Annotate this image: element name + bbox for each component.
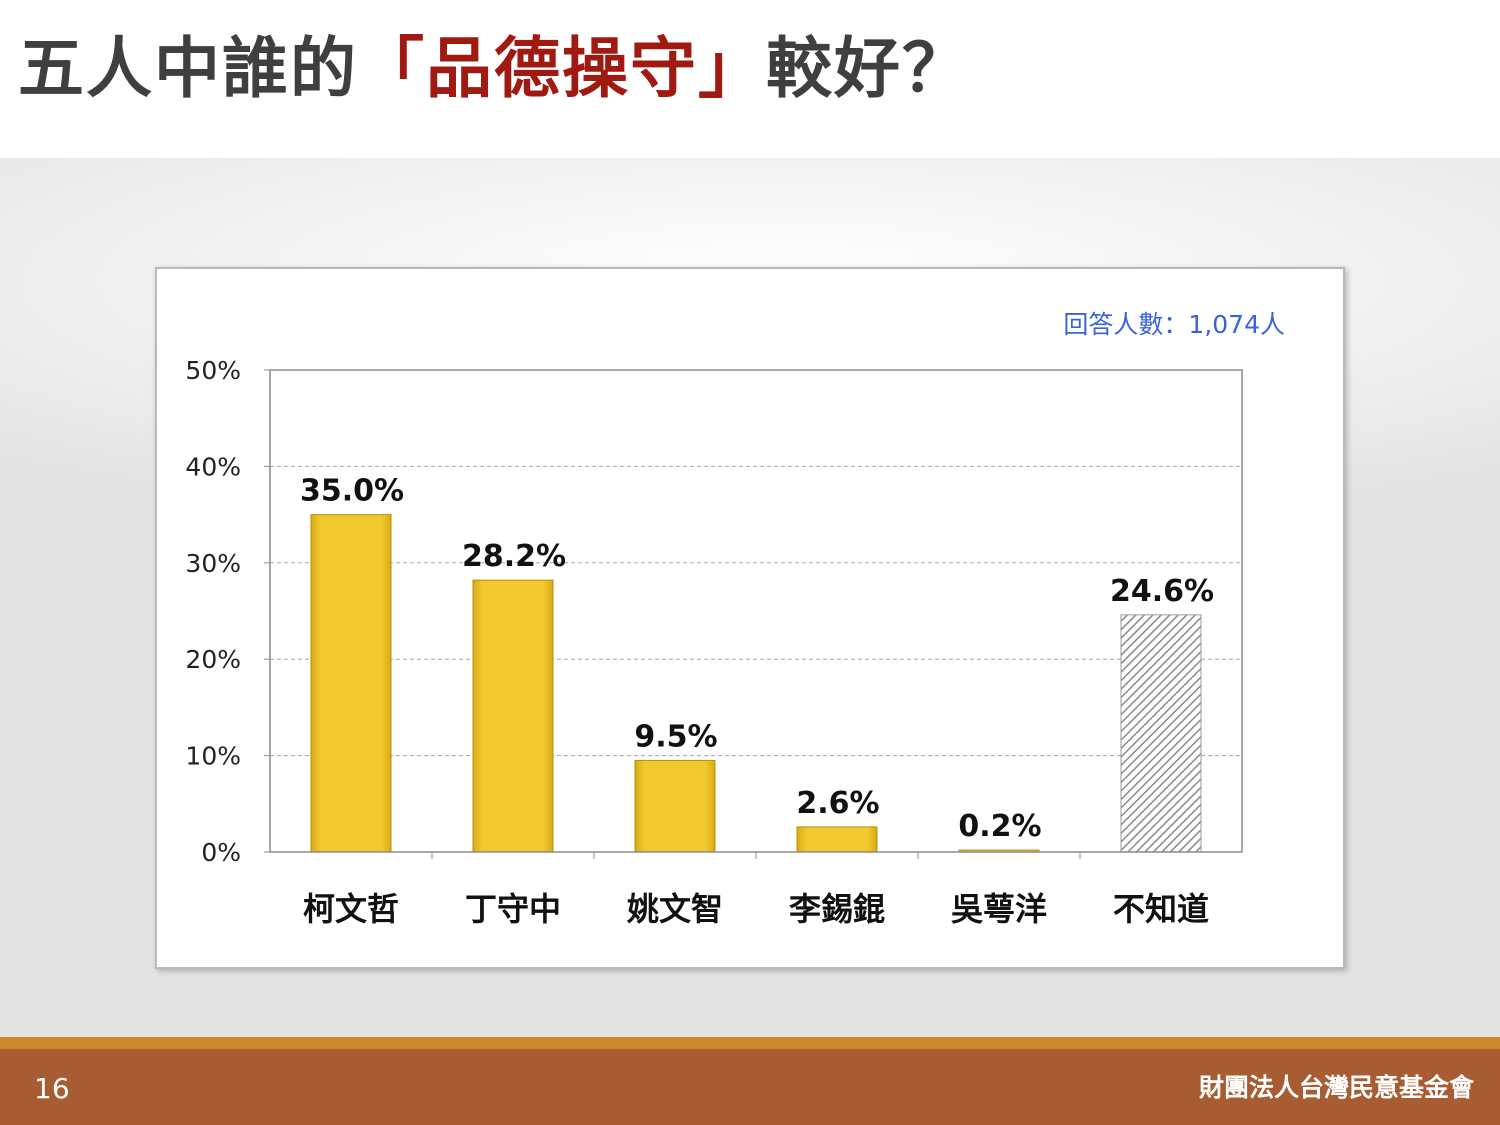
footer-stripe [0,1037,1500,1049]
value-label-3: 9.5% [634,719,717,754]
value-labels: 35.0% 28.2% 9.5% 2.6% 0.2% 24.6% [300,474,1214,844]
respondent-count: 回答人數：1,074人 [1063,310,1285,339]
organization-name: 財團法人台灣民意基金會 [1198,1073,1474,1102]
y-tick-label: 50% [185,356,241,385]
footer-bar [0,1049,1500,1125]
bar-4 [796,826,878,853]
y-tick-label: 30% [185,549,241,578]
y-tick-label: 40% [185,452,241,481]
y-tick-label: 0% [201,838,241,867]
value-label-4: 2.6% [796,786,879,821]
category-label-3: 姚文智 [626,890,723,928]
bars [310,514,1202,853]
bar-2 [472,579,554,853]
y-axis: 0% 10% 20% 30% 40% 50% [185,356,270,867]
value-label-2: 28.2% [462,539,566,574]
chart-frame: 回答人數：1,074人 0% 10% 20% 30% 40% 50% 35.0% 28.2%… [155,267,1345,969]
category-label-5: 吳萼洋 [951,890,1047,928]
plot-area [269,369,1243,853]
category-label-2: 丁守中 [465,890,561,928]
value-label-1: 35.0% [300,474,404,509]
gridlines [270,465,1242,757]
bar-3 [634,759,716,853]
y-tick-label: 20% [185,645,241,674]
title-part-2: 較好？ [766,30,970,107]
category-label-1: 柯文哲 [303,890,399,928]
bar-1 [310,514,392,853]
page-number: 16 [34,1072,70,1105]
bar-chart: 回答人數：1,074人 0% 10% 20% 30% 40% 50% 35.0% 28.2%… [185,310,1285,928]
bar-6 [1120,614,1202,853]
title-highlight: 「品德操守」 [358,30,766,107]
value-label-5: 0.2% [958,809,1041,844]
value-label-6: 24.6% [1110,574,1214,609]
x-axis: 柯文哲 丁守中 姚文智 李錫錕 吳萼洋 不知道 [303,852,1209,928]
slide-title: 五人中誰的「品德操守」較好？ [18,36,970,102]
category-label-6: 不知道 [1113,890,1209,928]
y-tick-label: 10% [185,742,241,771]
title-part-1: 五人中誰的 [18,30,358,107]
category-label-4: 李錫錕 [789,890,885,928]
